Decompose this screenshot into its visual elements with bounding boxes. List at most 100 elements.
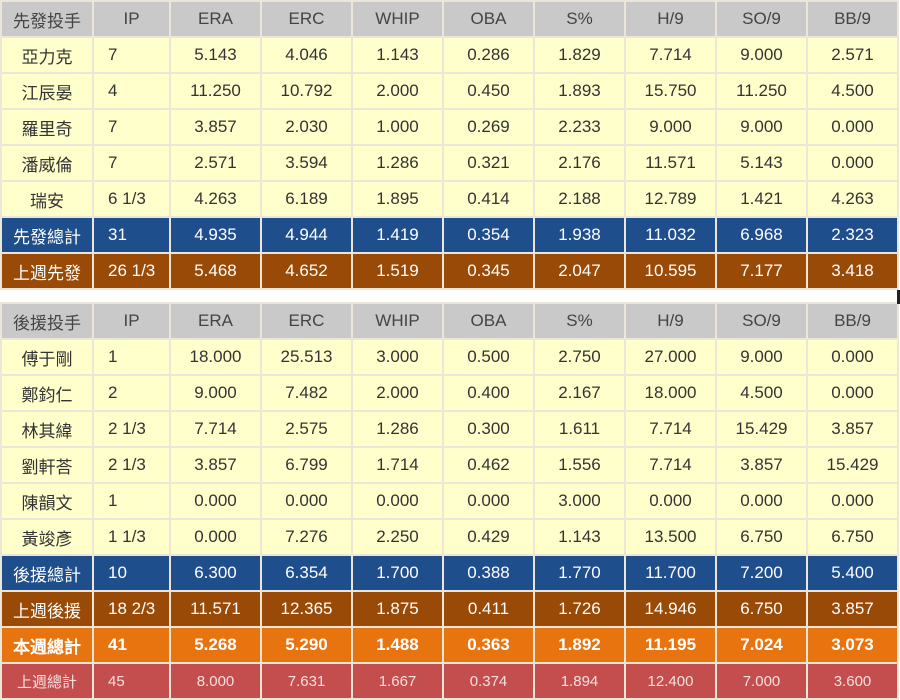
stat-cell: 0.000 xyxy=(806,374,899,412)
stat-cell: 18.000 xyxy=(624,374,717,412)
stat-cell: 11.032 xyxy=(624,216,717,254)
stat-cell: 9.000 xyxy=(715,338,808,376)
stat-cell: 1.875 xyxy=(351,590,444,628)
header-group-label: 先發投手 xyxy=(0,0,94,38)
stat-cell: 15.750 xyxy=(624,72,717,110)
stat-cell: 45 xyxy=(92,662,171,700)
stat-cell: 3.600 xyxy=(806,662,899,700)
stat-cell: 1.143 xyxy=(351,36,444,74)
row-label: 潘威倫 xyxy=(0,144,94,182)
stat-cell: 10.595 xyxy=(624,252,717,290)
column-header: ERC xyxy=(260,302,353,340)
row-label: 劉軒荅 xyxy=(0,446,94,484)
stat-cell: 0.345 xyxy=(442,252,535,290)
column-header: BB/9 xyxy=(806,302,899,340)
stat-cell: 2 1/3 xyxy=(92,446,171,484)
stat-cell: 6.189 xyxy=(260,180,353,218)
column-header: S% xyxy=(533,0,626,38)
stat-cell: 1.829 xyxy=(533,36,626,74)
stat-cell: 0.286 xyxy=(442,36,535,74)
stat-cell: 18.000 xyxy=(169,338,262,376)
stat-cell: 1.895 xyxy=(351,180,444,218)
stat-cell: 4.500 xyxy=(806,72,899,110)
stat-cell: 15.429 xyxy=(715,410,808,448)
stat-cell: 4.935 xyxy=(169,216,262,254)
stat-cell: 7.714 xyxy=(624,36,717,74)
stat-cell: 41 xyxy=(92,626,171,664)
stat-cell: 6.968 xyxy=(715,216,808,254)
stat-cell: 3.594 xyxy=(260,144,353,182)
stat-cell: 7 xyxy=(92,36,171,74)
stat-cell: 31 xyxy=(92,216,171,254)
table-row: 潘威倫 7 2.571 3.594 1.286 0.321 2.176 11.571 5.143… xyxy=(0,144,899,182)
stat-cell: 7.177 xyxy=(715,252,808,290)
column-header: BB/9 xyxy=(806,0,899,38)
stat-cell: 3.857 xyxy=(806,590,899,628)
table-row: 羅里奇 7 3.857 2.030 1.000 0.269 2.233 9.000 9.000 0… xyxy=(0,108,899,146)
table-row: 劉軒荅 2 1/3 3.857 6.799 1.714 0.462 1.556 7.714 3.… xyxy=(0,446,899,484)
stat-cell: 0.411 xyxy=(442,590,535,628)
stat-cell: 7.714 xyxy=(624,410,717,448)
row-label: 先發總計 xyxy=(0,216,94,254)
stat-cell: 7.714 xyxy=(624,446,717,484)
stat-cell: 0.450 xyxy=(442,72,535,110)
stat-cell: 6.750 xyxy=(715,518,808,556)
stat-cell: 5.468 xyxy=(169,252,262,290)
stat-cell: 27.000 xyxy=(624,338,717,376)
stat-cell: 3.000 xyxy=(351,338,444,376)
table-row: 陳韻文 1 0.000 0.000 0.000 0.000 3.000 0.000 0.000 0… xyxy=(0,482,899,520)
stat-cell: 0.429 xyxy=(442,518,535,556)
starters-last-week-row: 上週先發 26 1/3 5.468 4.652 1.519 0.345 2.047 10.59… xyxy=(0,252,899,290)
stat-cell: 18 2/3 xyxy=(92,590,171,628)
column-header: OBA xyxy=(442,302,535,340)
header-group-label: 後援投手 xyxy=(0,302,94,340)
stat-cell: 2.188 xyxy=(533,180,626,218)
stat-cell: 2.250 xyxy=(351,518,444,556)
stat-cell: 2.750 xyxy=(533,338,626,376)
table-row: 亞力克 7 5.143 4.046 1.143 0.286 1.829 7.714 9.000 2… xyxy=(0,36,899,74)
stat-cell: 1.286 xyxy=(351,410,444,448)
stat-cell: 6 1/3 xyxy=(92,180,171,218)
stat-cell: 1.892 xyxy=(533,626,626,664)
stat-cell: 0.000 xyxy=(169,482,262,520)
stat-cell: 3.857 xyxy=(715,446,808,484)
stat-cell: 11.571 xyxy=(624,144,717,182)
column-header: H/9 xyxy=(624,0,717,38)
stat-cell: 1.143 xyxy=(533,518,626,556)
stat-cell: 6.300 xyxy=(169,554,262,592)
relievers-last-week-row: 上週後援 18 2/3 11.571 12.365 1.875 0.411 1.726 14.… xyxy=(0,590,899,628)
stat-cell: 0.374 xyxy=(442,662,535,700)
column-header: H/9 xyxy=(624,302,717,340)
stat-cell: 0.500 xyxy=(442,338,535,376)
stat-cell: 25.513 xyxy=(260,338,353,376)
stat-cell: 2.575 xyxy=(260,410,353,448)
stat-cell: 0.000 xyxy=(260,482,353,520)
stat-cell: 11.195 xyxy=(624,626,717,664)
stat-cell: 4.046 xyxy=(260,36,353,74)
row-label: 本週總計 xyxy=(0,626,94,664)
stat-cell: 5.143 xyxy=(169,36,262,74)
stat-cell: 9.000 xyxy=(715,36,808,74)
stat-cell: 7.200 xyxy=(715,554,808,592)
stat-cell: 5.268 xyxy=(169,626,262,664)
column-header: ERA xyxy=(169,302,262,340)
stat-cell: 5.290 xyxy=(260,626,353,664)
stat-cell: 3.857 xyxy=(169,446,262,484)
stat-cell: 2.167 xyxy=(533,374,626,412)
stat-cell: 2 xyxy=(92,374,171,412)
stat-cell: 1 1/3 xyxy=(92,518,171,556)
week-total-row: 本週總計 41 5.268 5.290 1.488 0.363 1.892 11.195 7.0… xyxy=(0,626,899,664)
table-row: 江辰晏 4 11.250 10.792 2.000 0.450 1.893 15.750 11.… xyxy=(0,72,899,110)
stat-cell: 11.700 xyxy=(624,554,717,592)
stat-cell: 7 xyxy=(92,144,171,182)
stat-cell: 0.363 xyxy=(442,626,535,664)
stat-cell: 3.857 xyxy=(169,108,262,146)
column-header: SO/9 xyxy=(715,0,808,38)
stat-cell: 1 xyxy=(92,482,171,520)
stat-cell: 4.944 xyxy=(260,216,353,254)
row-label: 上週先發 xyxy=(0,252,94,290)
stat-cell: 12.789 xyxy=(624,180,717,218)
stat-cell: 1.894 xyxy=(533,662,626,700)
stat-cell: 4.500 xyxy=(715,374,808,412)
stat-cell: 11.250 xyxy=(169,72,262,110)
